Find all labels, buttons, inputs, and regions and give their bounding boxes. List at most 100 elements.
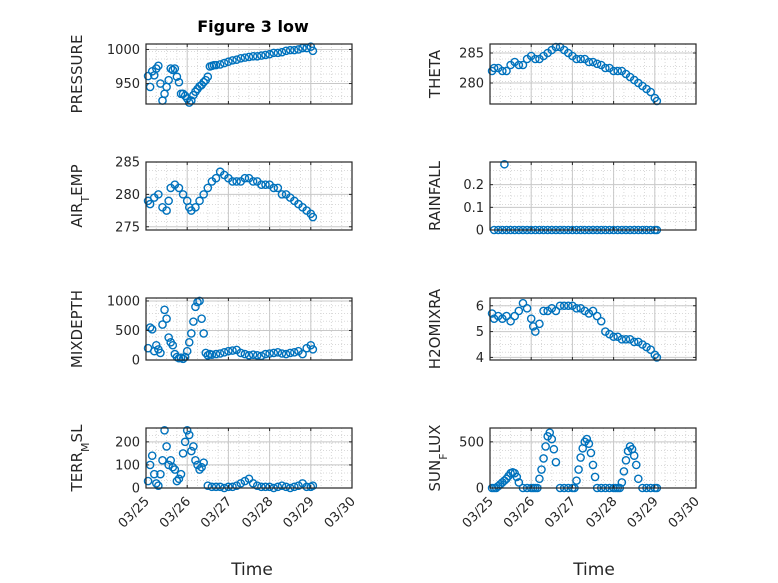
subplot-6: 4 5 6 H2OMIXRA <box>426 288 697 369</box>
axes-box <box>489 427 697 489</box>
y-axis-label: TERRMSL <box>68 424 92 493</box>
data-point <box>166 64 176 73</box>
y-tick-label: 0 <box>132 354 140 369</box>
data-point <box>502 66 511 76</box>
data-point <box>308 212 318 222</box>
data-point <box>277 47 287 57</box>
data-point <box>228 56 237 65</box>
data-point <box>273 348 283 357</box>
data-point <box>211 173 221 183</box>
data-point <box>158 456 167 465</box>
axes-box <box>489 297 697 361</box>
data-point <box>576 54 585 64</box>
data-point <box>184 337 194 347</box>
data-point <box>281 349 291 359</box>
data-point <box>609 66 618 76</box>
data-point <box>164 196 173 206</box>
data-point <box>197 462 206 472</box>
data-point <box>191 203 200 212</box>
data-point <box>531 54 540 64</box>
y-axis-label: SUNFLUX <box>426 425 450 492</box>
data-point <box>601 63 610 73</box>
data-point <box>290 348 299 357</box>
data-point <box>582 434 592 444</box>
axes-box <box>145 427 353 489</box>
data-point <box>306 340 316 350</box>
data-point <box>164 333 173 342</box>
data-point <box>156 469 165 479</box>
y-tick-label: 500 <box>115 324 140 339</box>
data-point <box>149 469 159 479</box>
data-point <box>294 45 303 54</box>
x-axis-label-left: Time <box>230 560 273 580</box>
data-point <box>160 426 169 435</box>
data-point <box>162 442 171 451</box>
data-point <box>224 482 233 492</box>
data-point <box>252 350 262 360</box>
data-point <box>207 482 217 492</box>
data-point <box>518 298 528 308</box>
data-point <box>500 159 509 169</box>
data-point <box>162 314 171 323</box>
y-tick-label: 285 <box>115 156 140 171</box>
data-point <box>240 173 250 183</box>
y-tick-label: 285 <box>459 47 484 62</box>
data-point <box>170 64 180 73</box>
data-point <box>211 349 221 359</box>
data-point <box>170 465 180 474</box>
data-point <box>195 465 204 474</box>
data-point <box>294 481 303 490</box>
data-point <box>514 306 524 316</box>
data-point <box>228 177 237 186</box>
y-tick-label: 0.2 <box>463 178 484 193</box>
data-point <box>634 474 643 484</box>
data-point <box>498 66 507 76</box>
data-point <box>584 439 594 448</box>
y-axis-label: AIRTEMP <box>68 164 92 227</box>
data-point <box>174 77 184 87</box>
data-point <box>224 346 233 356</box>
data-point <box>290 482 299 492</box>
data-point <box>182 426 192 435</box>
axes-box <box>145 161 353 231</box>
x-axis-label-right: Time <box>572 560 615 580</box>
data-point <box>172 72 182 82</box>
data-point <box>539 454 548 463</box>
data-point <box>535 474 544 484</box>
data-point <box>588 460 598 470</box>
data-point <box>195 196 204 206</box>
subplot-2: 280 285 THETA <box>426 42 697 106</box>
data-point <box>559 301 569 311</box>
data-point <box>236 348 246 358</box>
data-point <box>277 190 287 199</box>
data-point <box>178 190 188 199</box>
data-point <box>285 45 295 55</box>
data-point <box>189 317 198 326</box>
data-point <box>207 350 217 359</box>
data-point <box>261 180 270 189</box>
data-point <box>232 55 241 64</box>
data-point <box>277 481 287 490</box>
y-axis-label: MIXDEPTH <box>68 290 86 368</box>
data-point <box>281 46 291 56</box>
data-point <box>160 305 169 315</box>
data-point <box>219 348 229 357</box>
data-point <box>182 346 192 356</box>
data-point <box>261 50 270 60</box>
data-point <box>277 349 287 358</box>
subplot-5: 0 500 1000 MIXDEPTH <box>68 290 353 369</box>
data-point <box>178 449 188 458</box>
data-point <box>539 306 548 316</box>
y-tick-label: 280 <box>115 188 140 203</box>
data-point <box>147 324 157 334</box>
data-point <box>197 314 206 323</box>
data-point <box>621 335 631 344</box>
data-point <box>265 49 274 59</box>
data-point <box>531 327 540 336</box>
y-tick-label: 4 <box>476 351 484 366</box>
data-point <box>178 354 188 364</box>
data-point <box>290 45 299 55</box>
data-point <box>588 57 598 67</box>
y-tick-label: 1000 <box>107 43 140 58</box>
